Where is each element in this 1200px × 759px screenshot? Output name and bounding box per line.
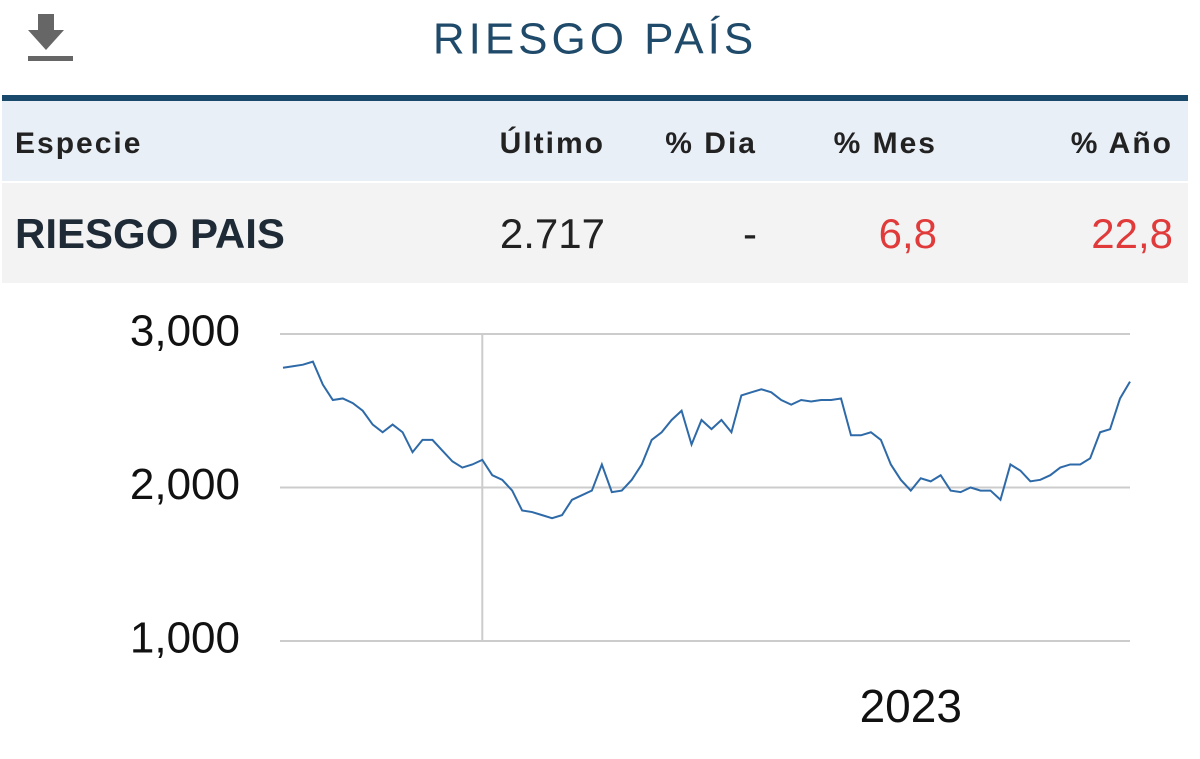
cell: 22,8 bbox=[1091, 210, 1173, 257]
column-header: % Dia bbox=[665, 127, 757, 160]
x-tick-label: 2023 bbox=[860, 680, 962, 732]
cell: 2.717 bbox=[500, 210, 605, 257]
chart: 1,000 2,000 3,000 2023 bbox=[130, 307, 1131, 732]
download-icon[interactable] bbox=[28, 14, 73, 61]
column-header: Último bbox=[500, 126, 605, 160]
icon-shaft bbox=[38, 14, 54, 32]
table-row bbox=[2, 183, 1188, 283]
icon-arrow bbox=[28, 30, 64, 50]
cell-name: RIESGO PAIS bbox=[15, 210, 285, 257]
cell: 6,8 bbox=[879, 210, 937, 257]
title-rule bbox=[2, 95, 1188, 101]
series-line bbox=[282, 360, 1131, 520]
y-tick-label: 1,000 bbox=[130, 614, 240, 663]
cell: - bbox=[743, 210, 757, 257]
column-header: Especie bbox=[15, 127, 142, 160]
y-tick-label: 3,000 bbox=[130, 307, 240, 356]
column-header: % Mes bbox=[834, 127, 937, 160]
icon-base bbox=[28, 56, 73, 61]
table-header bbox=[2, 101, 1188, 181]
y-tick-label: 2,000 bbox=[130, 460, 240, 509]
title: RIESGO PAÍS bbox=[433, 15, 757, 64]
column-header: % Año bbox=[1071, 127, 1173, 160]
